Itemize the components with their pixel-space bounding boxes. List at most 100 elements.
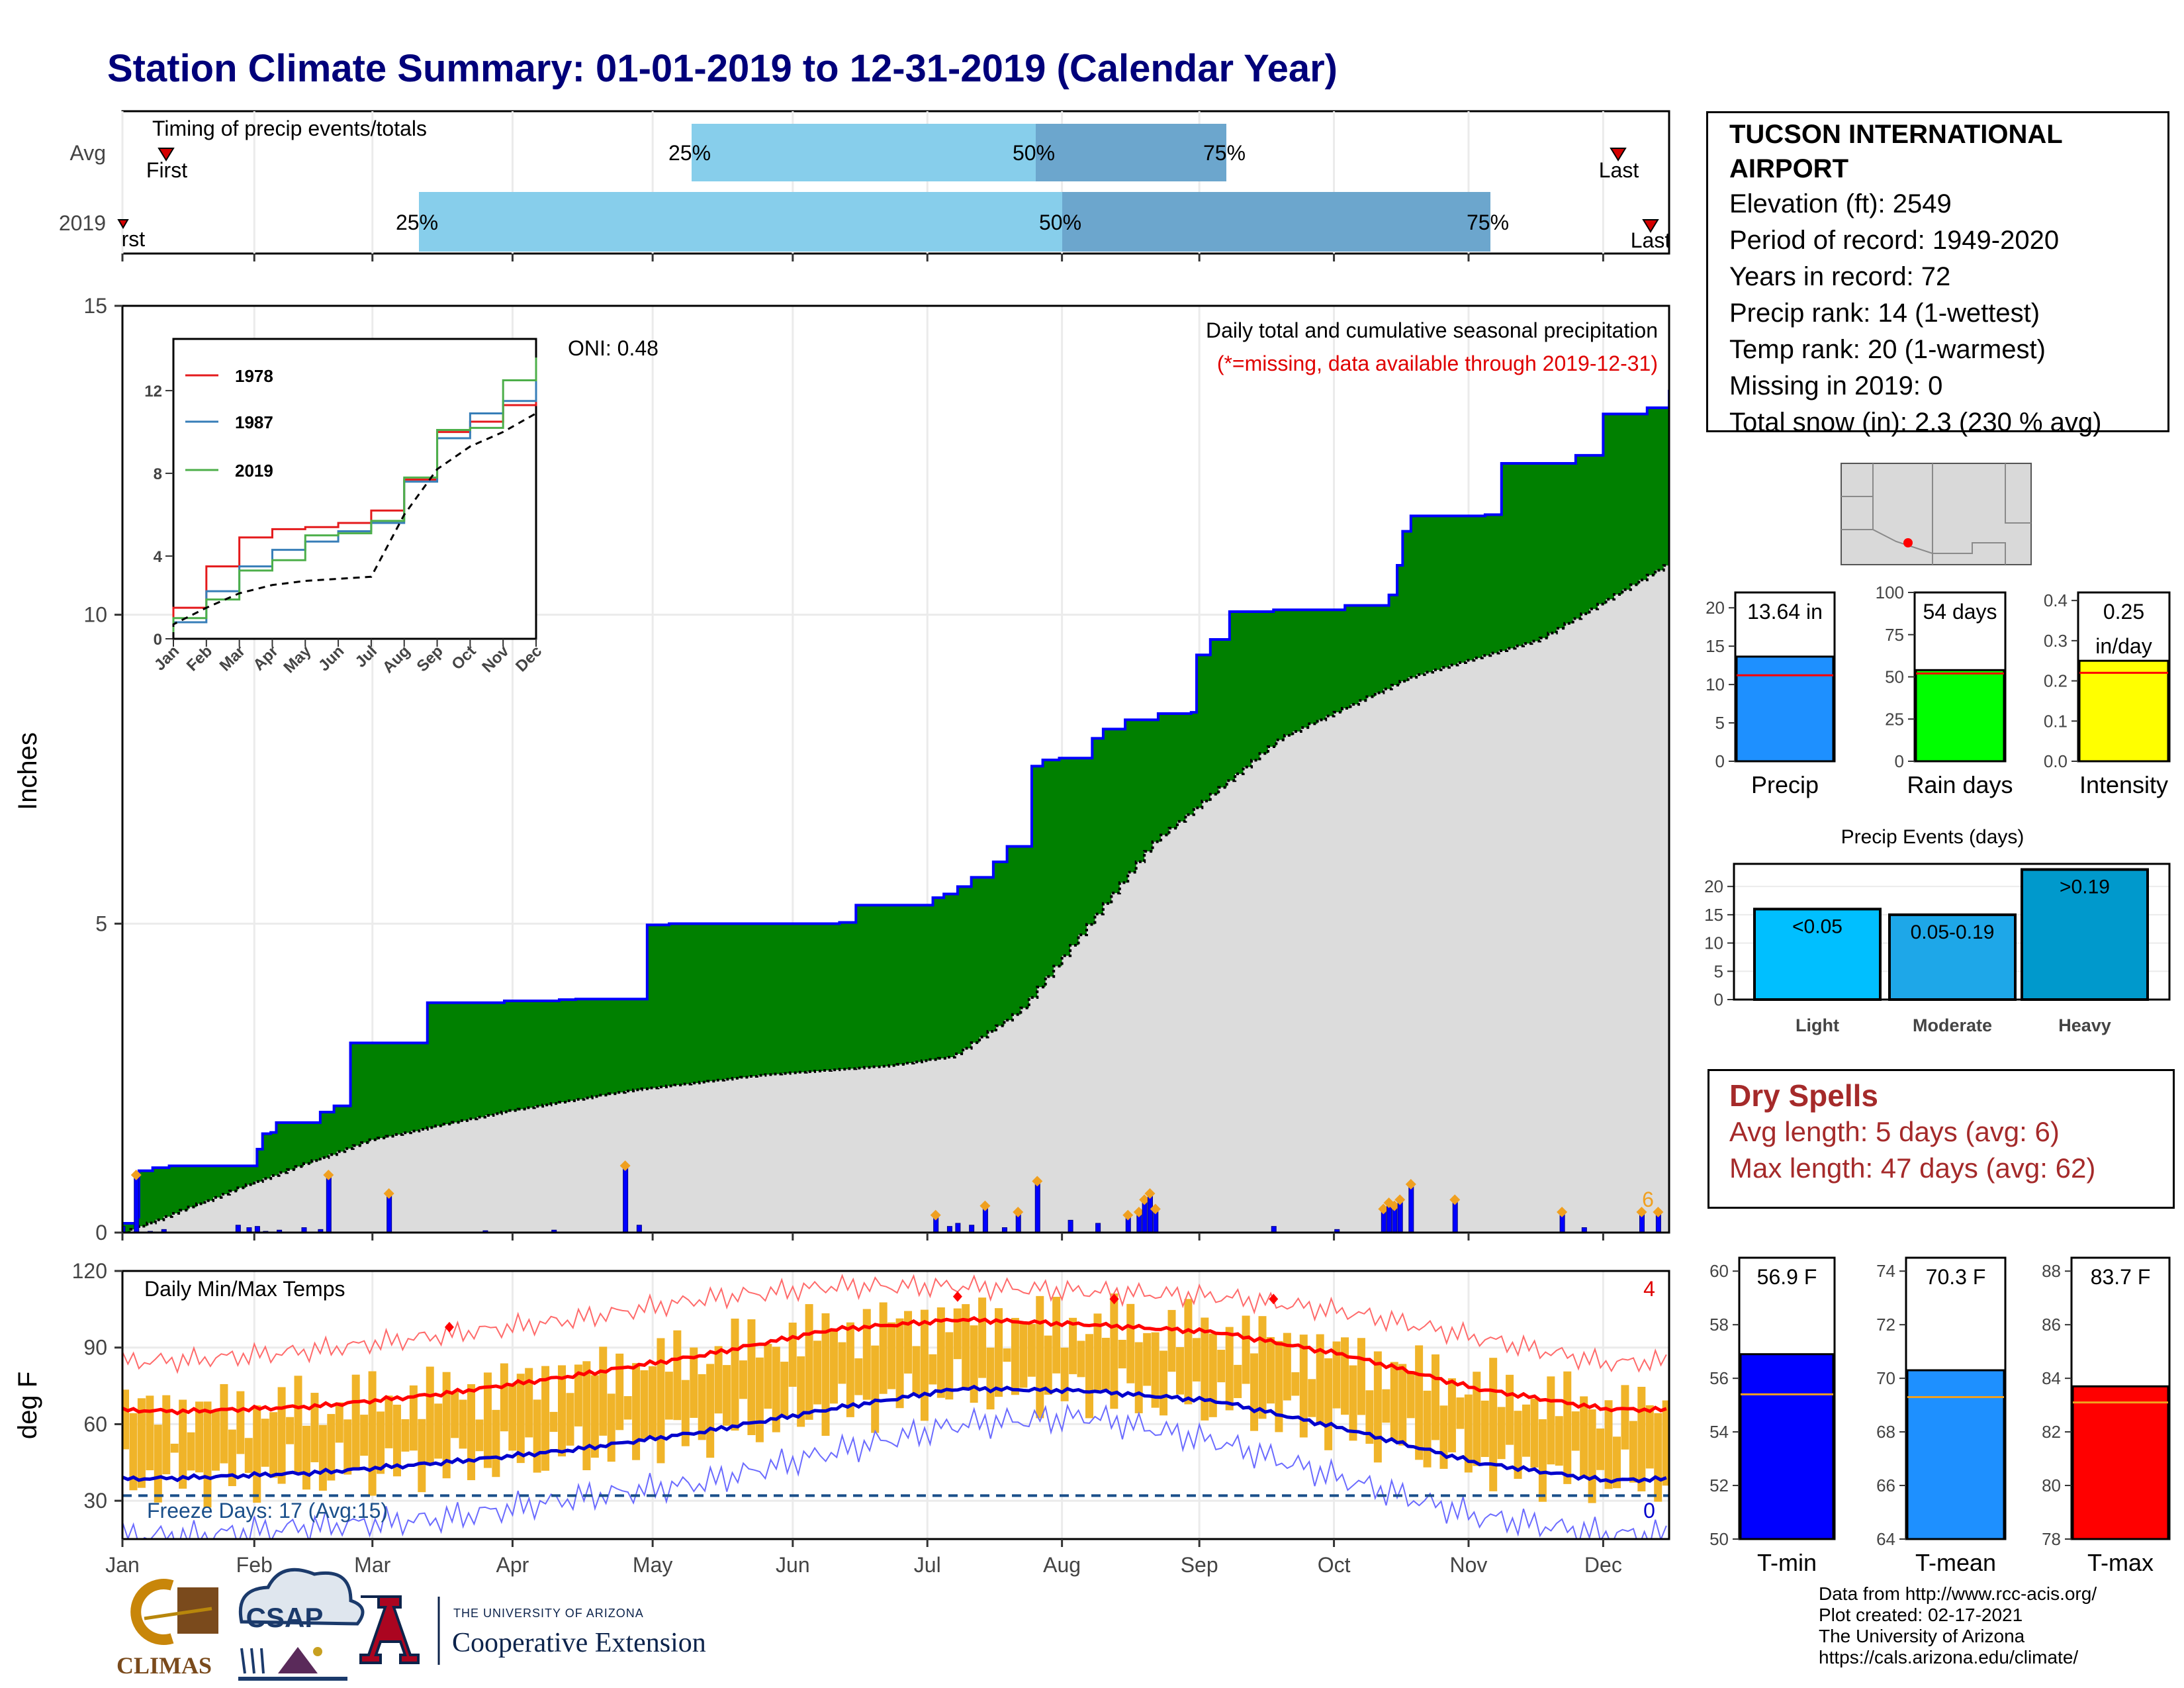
rain-days-label: Rain days <box>1907 771 2013 798</box>
daily-precip-bar <box>1408 1186 1414 1233</box>
daily-precip-bar <box>1068 1219 1073 1233</box>
daily-temp-bar <box>698 1374 706 1440</box>
daily-temp-bar <box>327 1414 336 1481</box>
daily-temp-bar <box>1275 1340 1283 1432</box>
events-tick-label: 5 <box>1714 961 1723 981</box>
intensity-label: Intensity <box>2079 771 2168 798</box>
heavy-event-marker <box>1394 1194 1406 1205</box>
daily-temp-bar <box>426 1366 434 1464</box>
heavy-event-marker <box>1144 1188 1156 1199</box>
y2019-q75-label: 75% <box>1467 211 1509 234</box>
t-max-tick-label: 80 <box>2042 1476 2061 1495</box>
rain-days-tick-label: 100 <box>1876 583 1904 602</box>
daily-temp-bar <box>385 1395 393 1448</box>
events-category-label: Moderate <box>1913 1015 1992 1035</box>
daily-temp-bar <box>1580 1396 1588 1477</box>
daily-temp-bar <box>978 1297 987 1378</box>
daily-temp-bar <box>187 1432 195 1471</box>
t-mean-value-text: 70.3 F <box>1926 1265 1986 1289</box>
month-label: Jun <box>776 1553 810 1577</box>
daily-temp-bar <box>1480 1400 1489 1457</box>
daily-precip-bar <box>1095 1223 1101 1233</box>
daily-temp-bar <box>1266 1336 1275 1404</box>
daily-temp-bar <box>574 1364 582 1427</box>
t-min-value-text: 56.9 F <box>1757 1265 1817 1289</box>
timing-2019-q25-q50 <box>419 192 1062 252</box>
t-max-bar <box>2071 1385 2169 1540</box>
station-name-line2: AIRPORT <box>1729 154 1848 183</box>
avg-max-line <box>122 1316 1667 1416</box>
daily-temp-bar <box>483 1372 492 1468</box>
csap-label: CSAP <box>246 1602 324 1633</box>
station-precip-rank: Precip rank: 14 (1-wettest) <box>1729 299 2040 328</box>
daily-temp-bar <box>821 1313 830 1436</box>
daily-precip-bar <box>134 1176 140 1233</box>
precip-total-tick-label: 5 <box>1715 713 1725 733</box>
daily-temp-bar <box>706 1364 715 1458</box>
daily-temp-bar <box>146 1395 154 1471</box>
precip-subtitle: Daily total and cumulative seasonal prec… <box>1206 318 1658 342</box>
station-name-line1: TUCSON INTERNATIONAL <box>1729 120 2063 149</box>
daily-temp-bar <box>1316 1334 1324 1425</box>
daily-temp-bar <box>1258 1316 1267 1419</box>
inset-line-average <box>172 412 537 639</box>
inset-ytick-label: 4 <box>154 548 163 566</box>
record-high-marker <box>952 1291 962 1302</box>
daily-temp-bar <box>409 1385 418 1451</box>
daily-temp-bar <box>739 1360 747 1399</box>
daily-temp-bar <box>1439 1405 1448 1469</box>
daily-temp-bar <box>1349 1365 1357 1441</box>
daily-temp-bar <box>1341 1337 1349 1415</box>
y2019-first-label: First <box>104 227 145 251</box>
daily-temp-bar <box>492 1409 500 1477</box>
heavy-event-marker <box>979 1200 991 1211</box>
daily-temp-bar <box>162 1395 171 1475</box>
daily-temp-bar <box>377 1411 385 1474</box>
daily-temp-bar <box>1143 1333 1152 1386</box>
daily-temp-bar <box>525 1368 533 1438</box>
daily-temp-bar <box>195 1401 204 1473</box>
avg-q25-label: 25% <box>668 141 711 165</box>
daily-temp-bar <box>122 1389 129 1450</box>
daily-temp-bar <box>1291 1372 1300 1396</box>
precip-ytick-label: 5 <box>95 912 107 935</box>
rain-days-tick-label: 25 <box>1885 709 1904 729</box>
page-title: Station Climate Summary: 01-01-2019 to 1… <box>107 47 1338 90</box>
daily-temp-bar <box>1118 1340 1126 1369</box>
daily-temp-bar <box>1036 1295 1044 1419</box>
oni-label: ONI: 0.48 <box>568 336 659 360</box>
daily-temp-bar <box>1283 1333 1291 1401</box>
station-period: Period of record: 1949-2020 <box>1729 226 2060 255</box>
t-min-tick-label: 50 <box>1709 1529 1729 1549</box>
daily-temp-bar <box>1308 1379 1316 1417</box>
daily-temp-bar <box>1201 1317 1209 1421</box>
daily-temp-bar <box>1406 1372 1415 1419</box>
daily-temp-bar <box>871 1345 880 1433</box>
daily-temp-bar <box>970 1325 978 1403</box>
daily-temp-bar <box>1011 1317 1019 1395</box>
credits-url: https://cals.arizona.edu/climate/ <box>1819 1647 2079 1667</box>
daily-precip-bar <box>318 1229 324 1233</box>
daily-precip-bar <box>1392 1207 1398 1233</box>
t-min-tick-label: 54 <box>1709 1422 1729 1442</box>
heavy-count-label: 6 <box>1642 1188 1654 1211</box>
t-min-tick-label: 60 <box>1709 1261 1729 1281</box>
daily-temp-bar <box>302 1425 310 1490</box>
heavy-event-marker <box>1557 1207 1568 1217</box>
t-mean-tick-label: 64 <box>1876 1529 1895 1549</box>
daily-temp-bar <box>1423 1390 1432 1468</box>
daily-temp-bar <box>714 1346 723 1414</box>
daily-temp-bar <box>1456 1397 1465 1429</box>
daily-temp-bar <box>1110 1293 1118 1409</box>
temp-ytick-label: 120 <box>72 1259 107 1283</box>
temp-panel-label: Daily Min/Max Temps <box>144 1277 345 1301</box>
daily-temp-bar <box>351 1374 360 1471</box>
events-tick-label: 0 <box>1714 990 1723 1009</box>
daily-temp-bar <box>1134 1342 1143 1413</box>
daily-temp-bar <box>1019 1322 1028 1388</box>
t-mean-tick-label: 72 <box>1876 1315 1895 1335</box>
heavy-event-marker <box>1122 1209 1134 1221</box>
daily-temp-bar <box>904 1311 913 1374</box>
daily-temp-bar <box>1473 1372 1481 1466</box>
t-mean-tick-label: 66 <box>1876 1476 1895 1495</box>
